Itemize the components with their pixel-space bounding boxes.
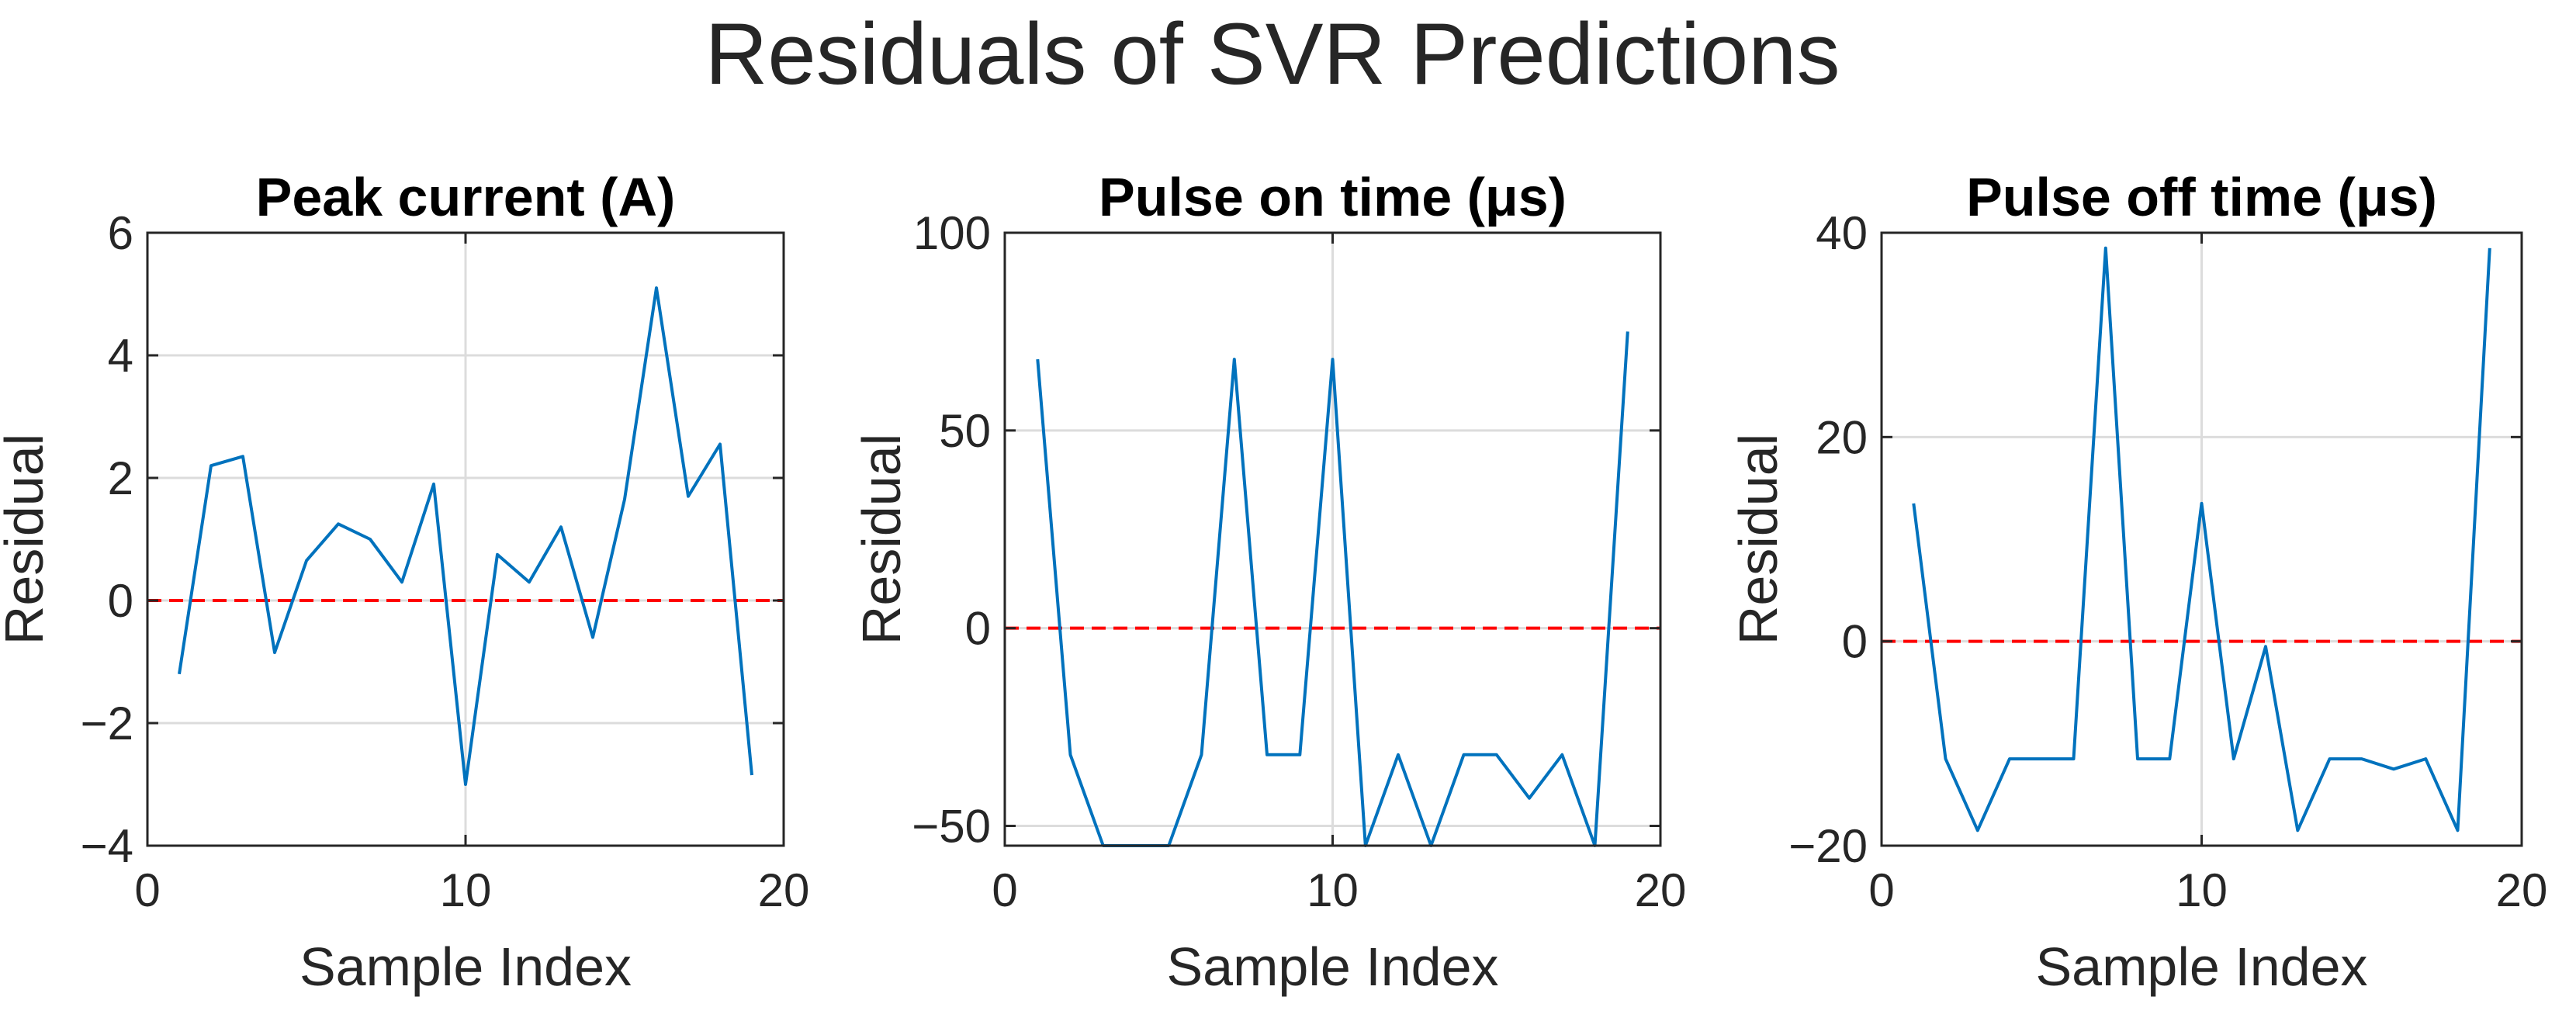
y-tick-label: 100 (913, 207, 991, 259)
subplot-title: Pulse off time (μs) (1966, 167, 2437, 227)
x-tick-label: 0 (1868, 864, 1894, 916)
y-tick-label: 0 (1842, 616, 1868, 668)
subplot-title: Peak current (A) (256, 167, 676, 227)
y-tick-label: −2 (81, 697, 133, 749)
y-tick-label: 20 (1816, 411, 1868, 463)
y-tick-label: 0 (965, 603, 991, 655)
y-tick-label: 4 (108, 330, 133, 382)
y-axis-label: Residual (851, 434, 912, 645)
figure-title: Residuals of SVR Predictions (705, 5, 1840, 102)
residual-line (178, 286, 753, 786)
y-tick-label: −20 (1788, 820, 1868, 872)
x-axis-label: Sample Index (1166, 936, 1498, 997)
y-tick-label: 40 (1816, 207, 1868, 259)
y-tick-label: 50 (939, 405, 991, 457)
y-tick-label: −4 (81, 820, 133, 872)
x-tick-label: 10 (440, 864, 492, 916)
y-tick-label: −50 (912, 801, 991, 853)
x-tick-label: 20 (758, 864, 810, 916)
residual-line (1912, 246, 2491, 832)
y-tick-label: 0 (108, 575, 133, 627)
x-tick-label: 0 (134, 864, 160, 916)
x-tick-label: 10 (1307, 864, 1359, 916)
x-axis-label: Sample Index (2035, 936, 2367, 997)
subplot-title: Pulse on time (μs) (1099, 167, 1567, 227)
subplot-peak-current: 0 10 20 −4 −2 0 2 4 6 Peak current (A) Sample Inde… (0, 167, 809, 997)
y-tick-label: 2 (108, 452, 133, 504)
x-axis-label: Sample Index (299, 936, 632, 997)
x-tick-label: 20 (1635, 864, 1687, 916)
x-tick-label: 0 (992, 864, 1017, 916)
y-axis-label: Residual (1728, 434, 1788, 645)
x-tick-label: 20 (2496, 864, 2548, 916)
y-axis-label: Residual (0, 434, 54, 645)
y-tick-label: 6 (108, 207, 133, 259)
x-tick-label: 10 (2176, 864, 2228, 916)
